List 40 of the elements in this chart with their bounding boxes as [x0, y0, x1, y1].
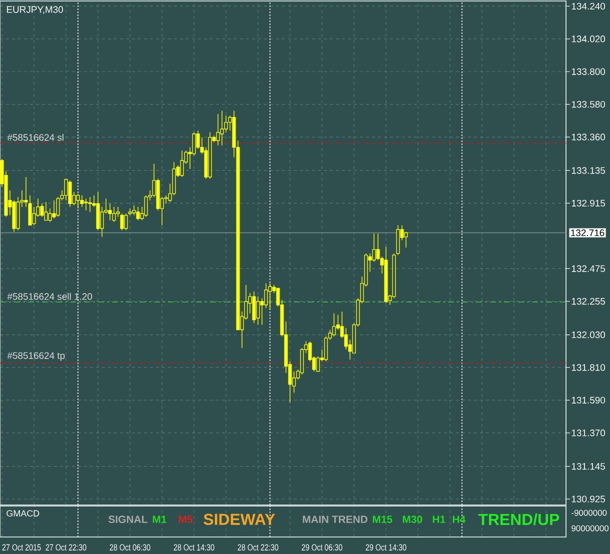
text: 90000000 [572, 525, 609, 532]
text: SIDEWAY [204, 514, 275, 525]
text: M30 [402, 516, 422, 524]
y-tick-label: 130.925 [572, 496, 606, 502]
y-tick-label: 133.360 [572, 134, 606, 140]
ref-line-label: 132.716 [571, 229, 604, 236]
x-tick-label: 27 Oct 22:30 [46, 544, 86, 551]
x-tick-label: 27 Oct 2015 [2, 544, 41, 551]
text: GMACD [6, 510, 40, 517]
text: M5 [178, 516, 192, 523]
y-tick-label: 132.030 [572, 331, 606, 338]
y-tick-label: 134.020 [572, 36, 606, 42]
text: M1 [152, 516, 166, 523]
text: SIGNAL [108, 516, 148, 524]
x-tick-label: 29 Oct 06:30 [302, 544, 342, 551]
y-tick-label: 131.145 [572, 462, 606, 470]
y-tick-label: 131.590 [572, 396, 606, 404]
y-tick-label: 133.580 [572, 100, 606, 108]
text: H1 [432, 516, 446, 523]
x-tick-label: 28 Oct 14:30 [174, 544, 214, 551]
ref-line-label: #58516624 sell 1.20 [7, 292, 92, 300]
text: MAIN TREND [302, 516, 368, 523]
x-tick-label: 28 Oct 06:30 [110, 544, 150, 551]
text: M15 [372, 516, 392, 523]
chart-title: EURJPY,M30 [6, 6, 63, 14]
y-tick-label: 132.255 [572, 298, 606, 305]
x-tick-label: 29 Oct 14:30 [366, 544, 406, 551]
y-tick-label: 132.915 [572, 200, 606, 207]
y-tick-label: 134.240 [572, 2, 606, 10]
y-tick-label: 133.800 [572, 68, 606, 75]
y-tick-label: 133.135 [572, 167, 606, 174]
ref-line-label: #58516624 sl [7, 134, 64, 141]
text: -9000000 [572, 510, 607, 516]
y-tick-label: 131.370 [572, 430, 606, 436]
ref-line-label: #58516624 tp [7, 352, 65, 361]
x-tick-label: 28 Oct 22:30 [238, 544, 278, 551]
y-tick-label: 131.810 [572, 364, 606, 371]
text: TREND/UP [478, 513, 560, 526]
text: H4 [452, 516, 466, 523]
y-tick-label: 132.475 [572, 265, 606, 272]
